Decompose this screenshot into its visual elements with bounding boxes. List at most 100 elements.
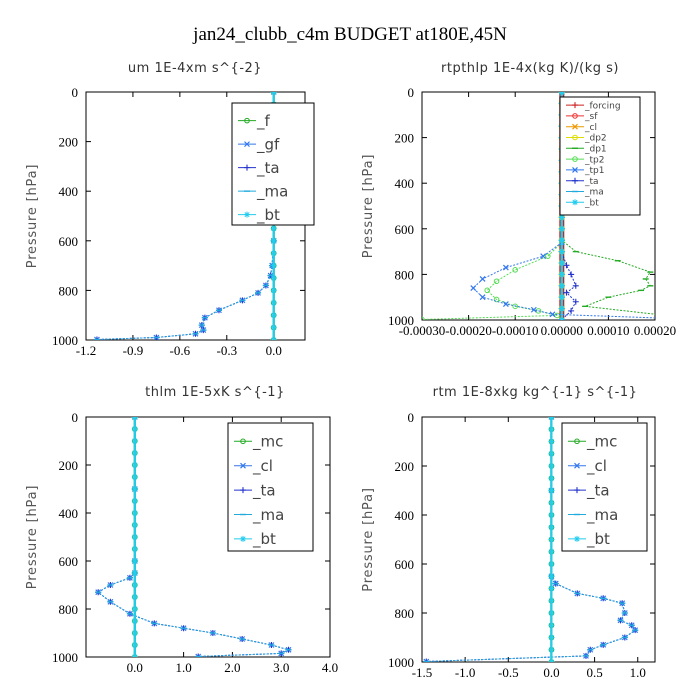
series-point — [131, 606, 138, 612]
series-point — [270, 275, 277, 281]
series-point — [131, 570, 138, 576]
legend-box — [227, 422, 314, 552]
plot-frame — [421, 416, 656, 663]
legend-swatch-marker — [240, 462, 246, 469]
series-point — [131, 558, 138, 564]
series-point — [131, 582, 138, 588]
x-tick-label: 0.00000 — [541, 323, 583, 338]
series-point — [558, 225, 565, 232]
y-tick-label: 0 — [408, 410, 415, 425]
series-point — [548, 438, 555, 445]
legend-swatch-marker — [574, 535, 580, 542]
series-point — [270, 237, 277, 244]
series-point — [422, 316, 425, 320]
legend-entry: _bt — [252, 530, 276, 549]
y-tick-label: 400 — [395, 508, 415, 523]
series-point — [558, 282, 565, 289]
legend-entry: _f — [256, 112, 271, 131]
series-point — [548, 622, 555, 629]
legend-entry: _ta — [584, 177, 599, 187]
x-tick-label: -0.5 — [498, 665, 519, 680]
legend-entry: _tp1 — [584, 166, 604, 176]
series-point — [558, 271, 565, 278]
legend-entry: _gf — [256, 135, 280, 154]
plot-area — [95, 417, 292, 657]
x-tick-label: -1.0 — [455, 665, 476, 680]
series-point — [270, 262, 277, 269]
legend-swatch-marker — [240, 438, 246, 445]
series-point — [131, 450, 138, 456]
series-point — [131, 594, 138, 600]
x-tick-label: 0.0 — [127, 660, 143, 675]
chart-panel-1: um 1E-4xm s^{-2} Pressure [hPa] 0 200 400 600… — [25, 61, 315, 358]
series-point — [131, 462, 138, 468]
legend-entry: _mc — [252, 433, 283, 452]
legend-entry: _bt — [584, 198, 599, 208]
series-point — [270, 324, 277, 331]
series-point — [512, 303, 519, 310]
y-tick-label: 0 — [72, 85, 79, 100]
series-point — [493, 296, 500, 303]
y-tick-label: 200 — [59, 458, 79, 473]
series-point — [502, 264, 509, 271]
y-axis-label: Pressure [hPa] — [25, 164, 40, 268]
legend-entry: _cl — [252, 457, 273, 476]
series-point — [270, 287, 277, 294]
legend-swatch-marker — [244, 211, 250, 218]
y-tick-label: 400 — [59, 184, 79, 199]
series-point — [549, 311, 556, 318]
y-tick-label: 600 — [395, 557, 415, 572]
series-point — [131, 498, 138, 504]
series-point — [131, 630, 138, 636]
legend-entry: _sf — [584, 112, 598, 122]
series-point — [568, 307, 575, 314]
series-point — [548, 475, 555, 482]
legend-entry: _ma — [584, 188, 604, 198]
legend-entry: _cl — [586, 457, 607, 476]
legend-swatch-marker — [572, 134, 578, 141]
y-tick-label: 400 — [395, 176, 415, 191]
legend-entry: _tp2 — [584, 155, 604, 165]
series-point — [548, 561, 555, 567]
y-axis-label: Pressure [hPa] — [361, 154, 376, 258]
series-point — [512, 267, 519, 273]
panel-title: rtm 1E-8xkg kg^{-1} s^{-1} — [433, 385, 638, 400]
series-point — [493, 278, 500, 285]
series-point — [131, 474, 138, 480]
legend-box — [561, 422, 648, 552]
series-point — [548, 634, 555, 641]
legend-swatch-marker — [572, 156, 578, 162]
series-point — [548, 487, 555, 494]
series-line-dp1 — [561, 92, 655, 315]
series-point — [548, 646, 555, 653]
y-tick-label: 600 — [59, 234, 79, 249]
series-line-tp2 — [422, 92, 563, 320]
y-tick-label: 400 — [59, 506, 79, 521]
series-point — [131, 618, 138, 624]
x-tick-label: 0.00010 — [587, 323, 629, 338]
legend-entry: _dp1 — [584, 144, 607, 154]
series-point — [479, 276, 486, 282]
y-axis-label: Pressure [hPa] — [361, 487, 376, 591]
x-tick-label: 4.0 — [322, 660, 338, 675]
series-point — [548, 536, 555, 543]
legend-swatch-marker — [244, 164, 250, 171]
series-point — [131, 546, 138, 552]
y-tick-label: 1000 — [388, 313, 414, 328]
series-point — [558, 214, 565, 221]
x-tick-label: 0.5 — [586, 665, 602, 680]
series-point — [554, 312, 560, 319]
panel-title: rtpthlp 1E-4x(kg K)/(kg s) — [441, 61, 619, 76]
legend-entry: _bt — [256, 206, 280, 225]
legend-swatch-marker — [244, 117, 250, 124]
y-tick-label: 800 — [59, 602, 79, 617]
series-point — [270, 225, 277, 232]
series-point — [558, 294, 565, 301]
series-point — [572, 298, 579, 305]
series-point — [572, 282, 579, 289]
x-tick-label: -1.2 — [76, 343, 97, 358]
panel-title: thlm 1E-5xK s^{-1} — [145, 385, 285, 400]
series-point — [548, 524, 555, 531]
series-point — [548, 548, 555, 555]
legend-swatch-marker — [572, 123, 578, 130]
